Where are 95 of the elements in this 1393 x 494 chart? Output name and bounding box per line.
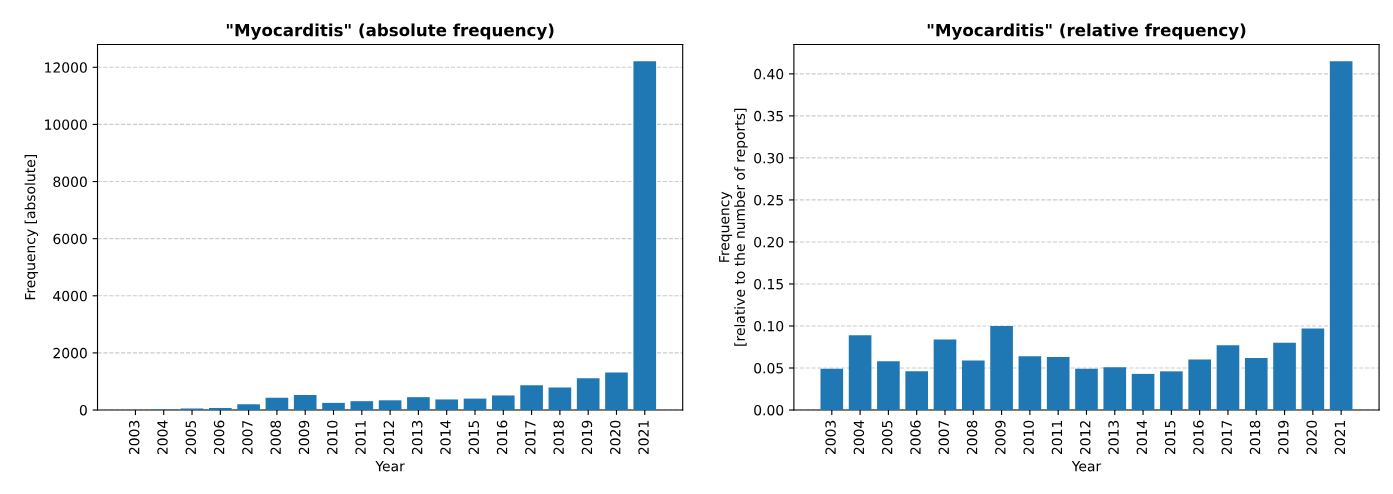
x-tick-label: 2005: [881, 420, 893, 455]
bar: [576, 378, 600, 411]
bar: [1075, 368, 1098, 411]
x-tick-label: 2021: [1334, 421, 1346, 455]
x-tick-label: 2006: [213, 420, 225, 455]
y-tick-label: 0.05: [754, 362, 783, 374]
x-tick-label: 2020: [610, 420, 621, 455]
bar: [961, 360, 985, 411]
x-tick-label: 2012: [1080, 421, 1091, 455]
x-tick-label: 2010: [327, 420, 338, 455]
x-tick-label: 2012: [383, 421, 395, 455]
bar: [1216, 345, 1240, 411]
x-tick-label: 2011: [1051, 421, 1063, 455]
x-tick-label: 2003: [128, 420, 140, 455]
bar: [1329, 61, 1353, 411]
y-tick-label: 0.00: [754, 404, 784, 416]
bar: [463, 398, 487, 411]
bar: [378, 400, 402, 411]
y-tick-label: 12000: [45, 62, 87, 73]
x-tick-label: 2016: [496, 420, 508, 455]
bar: [1018, 356, 1042, 411]
bar: [322, 402, 345, 411]
x-tick-label: 2009: [995, 420, 1006, 455]
bar: [1244, 357, 1268, 411]
bar: [1103, 367, 1127, 411]
x-tick-label: 2014: [1136, 420, 1148, 455]
x-tick-label: 2015: [1164, 420, 1176, 455]
x-tick-label: 2008: [966, 420, 978, 455]
bar: [293, 395, 317, 411]
bar: [820, 368, 844, 411]
x-tick-label: 2020: [1306, 420, 1317, 455]
bar: [933, 339, 957, 411]
y-tick-label: 0.25: [754, 194, 783, 206]
y-tick-label: 0.10: [754, 320, 784, 332]
x-tick-label: 2007: [938, 420, 950, 455]
y-tick-label: 0.30: [754, 152, 784, 164]
y-tick-label: 0: [79, 404, 87, 416]
x-tick-label: 2013: [1108, 420, 1119, 455]
bar: [350, 401, 374, 411]
bar: [265, 397, 289, 411]
y-tick-label: 6000: [53, 233, 87, 245]
x-tick-label: 2007: [242, 420, 253, 455]
bar: [237, 404, 260, 411]
x-tick-label: 2010: [1023, 420, 1034, 455]
y-tick-label: 0.15: [754, 278, 783, 290]
bar: [1160, 371, 1183, 411]
x-tick-label: 2019: [581, 420, 593, 455]
bar: [520, 385, 543, 411]
bar: [990, 325, 1013, 411]
y-tick-label: 8000: [53, 176, 87, 188]
bar: [548, 387, 572, 411]
bar: [435, 399, 459, 411]
x-axis-title: Year: [375, 461, 405, 472]
x-tick-label: 2018: [1249, 420, 1261, 455]
y-axis-title: Frequency [absolute]: [24, 155, 39, 300]
y-tick-label: 4000: [53, 290, 87, 302]
bar: [1131, 373, 1155, 411]
x-tick-label: 2006: [910, 420, 921, 455]
y-axis-title: Frequency [relative to the number of reports]: [719, 108, 748, 346]
y-tick-label: 10000: [45, 119, 87, 130]
y-tick-label: 0.20: [754, 236, 784, 248]
bar: [1301, 328, 1325, 411]
bar: [848, 335, 872, 411]
chart-title: "Myocarditis" (relative frequency): [927, 23, 1246, 40]
bar: [407, 397, 430, 411]
bar: [877, 361, 900, 411]
x-tick-label: 2019: [1278, 420, 1289, 455]
bar: [1273, 342, 1296, 411]
bar: [605, 372, 628, 411]
x-tick-label: 2009: [298, 420, 310, 455]
x-tick-label: 2005: [185, 420, 197, 455]
x-tick-label: 2003: [825, 420, 836, 455]
bar: [1046, 357, 1070, 411]
x-tick-label: 2017: [1221, 420, 1232, 455]
x-tick-label: 2016: [1193, 420, 1204, 455]
x-tick-label: 2008: [270, 420, 281, 455]
bar: [209, 408, 232, 411]
x-tick-label: 2014: [440, 420, 451, 455]
x-tick-label: 2021: [638, 421, 649, 455]
x-tick-label: 2004: [853, 420, 865, 455]
y-tick-label: 2000: [53, 347, 87, 359]
bar: [905, 371, 929, 411]
y-tick-label: 0.40: [754, 68, 784, 80]
y-tick-label: 0.35: [754, 110, 783, 122]
chart-title: "Myocarditis" (absolute frequency): [226, 23, 554, 40]
bar: [491, 395, 515, 411]
bar: [1188, 359, 1211, 411]
x-tick-label: 2011: [355, 421, 366, 455]
x-tick-label: 2017: [525, 420, 536, 455]
x-axis-title: Year: [1071, 461, 1102, 472]
x-tick-label: 2004: [157, 420, 168, 455]
x-tick-label: 2018: [553, 420, 564, 455]
bar: [633, 61, 657, 411]
x-tick-label: 2015: [468, 420, 480, 455]
x-tick-label: 2013: [411, 420, 423, 455]
